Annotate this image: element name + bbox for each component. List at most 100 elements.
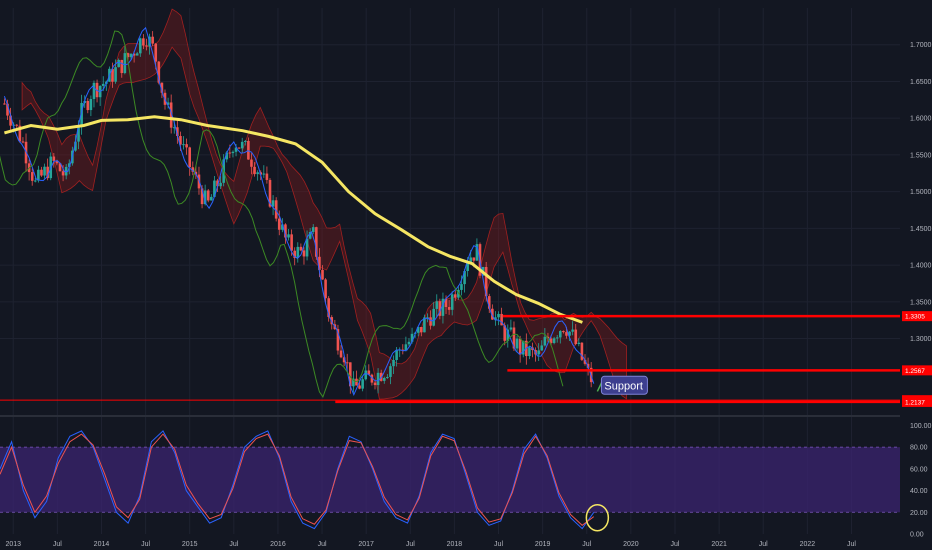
candle-body <box>562 331 565 333</box>
candle-body <box>568 331 571 336</box>
candle-body <box>336 329 340 351</box>
candle-body <box>321 269 324 280</box>
candle-body <box>555 337 559 339</box>
candle-body <box>30 172 34 181</box>
candle-body <box>305 238 309 257</box>
candle-body <box>206 190 210 201</box>
highlight-circle <box>585 503 610 532</box>
price-tick-label: 1.3000 <box>910 336 932 343</box>
conversion-line <box>3 26 595 396</box>
candle-body <box>67 163 71 167</box>
candle-body <box>203 190 207 205</box>
candle-body <box>6 103 9 116</box>
candle-body <box>114 67 117 82</box>
candle-body <box>497 313 500 318</box>
candle-body <box>117 59 120 68</box>
candle-body <box>546 336 550 339</box>
candle-body <box>426 317 429 319</box>
candle-body <box>469 257 473 264</box>
price-tick-label: 1.6500 <box>910 79 932 86</box>
oscillator-tick-label: 100.00 <box>910 423 932 430</box>
time-tick-label: Jul <box>406 541 415 548</box>
candle-body <box>243 140 247 142</box>
time-tick-label: Jul <box>318 541 327 548</box>
candle-body <box>176 127 179 136</box>
candle-body <box>154 43 158 62</box>
candle-body <box>348 362 352 387</box>
candle-body <box>52 156 56 161</box>
candle-body <box>253 166 256 175</box>
candle-body <box>512 327 516 349</box>
candle-body <box>435 301 439 309</box>
time-tick-label: Jul <box>494 541 503 548</box>
candle-body <box>423 317 426 333</box>
candle-body <box>247 140 250 160</box>
candle-body <box>101 83 105 86</box>
candle-body <box>299 246 303 251</box>
lagging-span <box>0 30 564 398</box>
candle-body <box>407 341 411 345</box>
price-tick-label: 1.4500 <box>910 226 932 233</box>
candle-body <box>518 338 522 355</box>
candle-body <box>500 313 503 326</box>
candle-body <box>540 345 544 351</box>
time-tick-label: 2013 <box>5 541 21 548</box>
candle-body <box>46 166 49 179</box>
candle-body <box>21 141 25 143</box>
candle-body <box>364 370 368 380</box>
candle-body <box>219 182 222 187</box>
candle-body <box>33 180 37 182</box>
candle-body <box>240 141 244 149</box>
candle-body <box>262 173 266 175</box>
time-tick-label: 2016 <box>270 541 286 548</box>
level-label-support: 1.2137 <box>905 399 925 406</box>
price-axis: 1.7000 1.6500 1.6000 1.5500 1.5000 1.4500 1.40… <box>910 42 932 538</box>
candle-body <box>438 301 442 316</box>
candle-body <box>311 227 315 232</box>
candle-body <box>172 127 176 129</box>
candle-body <box>460 284 463 290</box>
candle-body <box>234 147 238 152</box>
candle-body <box>166 102 170 105</box>
candle-body <box>447 307 451 310</box>
stochastic-panel <box>0 430 900 532</box>
candle-body <box>268 179 272 207</box>
oscillator-tick-label: 40.00 <box>910 488 928 495</box>
candle-body <box>277 218 281 230</box>
candle-body <box>228 152 232 154</box>
oscillator-tick-label: 60.00 <box>910 466 928 473</box>
time-tick-label: 2021 <box>711 541 727 548</box>
candle-body <box>444 298 448 308</box>
candle-body <box>58 163 62 172</box>
time-tick-label: 2020 <box>623 541 639 548</box>
candle-body <box>80 102 83 128</box>
candle-body <box>111 68 114 82</box>
candle-body <box>386 376 389 378</box>
candle-body <box>537 350 540 355</box>
candle-body <box>345 362 349 364</box>
candle-body <box>376 372 380 386</box>
candle-body <box>250 159 253 167</box>
candle-body <box>274 200 278 219</box>
time-tick-label: 2018 <box>447 541 463 548</box>
candle-body <box>61 171 65 176</box>
candle-body <box>284 224 287 238</box>
candle-body <box>549 338 553 343</box>
candle-body <box>126 53 130 58</box>
candle-body <box>123 53 127 74</box>
candle-body <box>43 166 46 176</box>
candle-body <box>191 167 195 172</box>
candle-body <box>395 350 398 360</box>
candle-body <box>40 169 43 176</box>
oscillator-line <box>0 430 595 530</box>
candle-body <box>392 359 395 367</box>
candle-body <box>15 124 19 126</box>
time-axis: 2013 Jul 2014 Jul 2015 Jul 2016 Jul 2017 Jul 2018 J… <box>5 541 856 548</box>
candle-body <box>318 256 321 270</box>
support-callout-label: Support <box>604 380 643 392</box>
candle-body <box>120 59 124 74</box>
candle-body <box>216 180 219 187</box>
oscillator-tick-label: 20.00 <box>910 510 928 517</box>
